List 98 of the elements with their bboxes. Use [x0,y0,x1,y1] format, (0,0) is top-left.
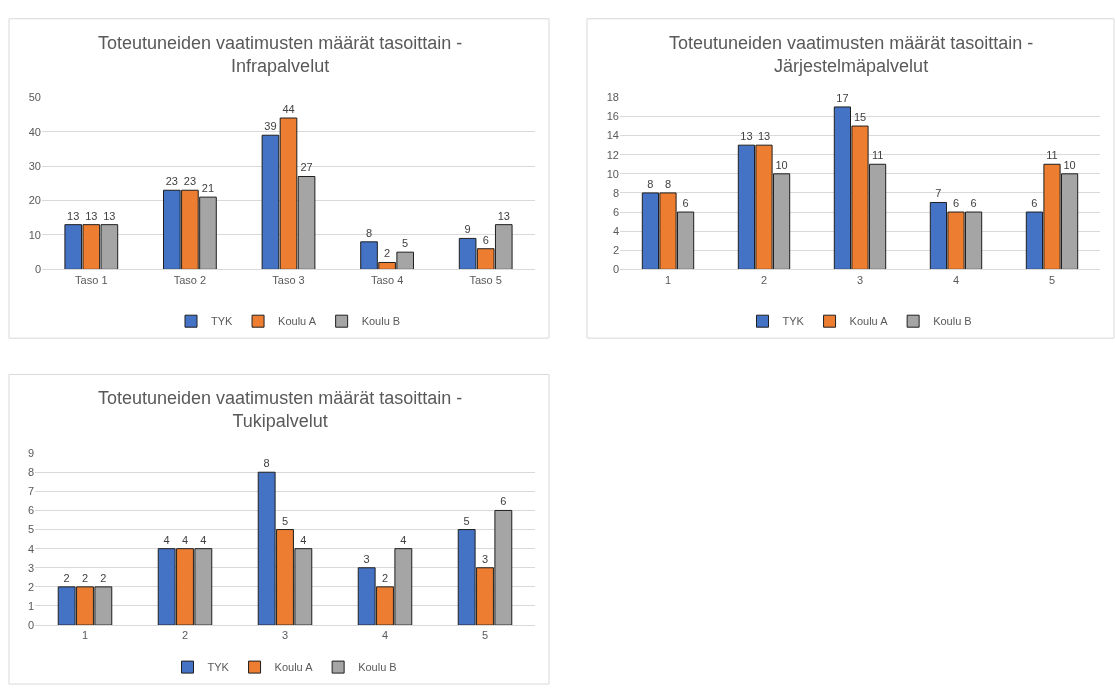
x-tick-label: 2 [181,629,189,642]
y-tick-label: 2 [612,244,619,257]
data-label: 8 [664,177,672,190]
data-label: 9 [464,223,471,236]
data-label: 3 [481,552,489,565]
y-tick-label: 8 [27,466,34,479]
data-label: 4 [400,533,407,546]
data-label: 27 [300,161,313,174]
y-tick-label: 30 [28,160,41,173]
x-tick-label: Taso 1 [75,273,108,286]
legend-label: TYK [211,315,234,328]
y-tick-label: 10 [606,167,619,180]
y-tick-label: 4 [612,224,619,237]
y-tick-label: 10 [28,228,41,241]
data-label: 15 [853,111,867,124]
data-label: 23 [165,175,178,188]
x-tick-label: 3 [856,273,864,286]
x-tick-label: 1 [81,629,89,642]
x-tick-label: Taso 5 [469,273,502,286]
data-label: 6 [952,197,960,210]
data-label: 6 [1031,197,1038,210]
data-label: 11 [871,149,884,162]
data-label: 17 [836,91,849,104]
data-label: 6 [970,197,977,210]
x-tick-label: Taso 2 [173,273,207,286]
data-label: 13 [757,130,771,143]
y-tick-label: 50 [28,91,41,104]
data-label: 4 [300,533,307,546]
y-tick-label: 20 [28,194,41,207]
data-label: 13 [85,209,98,222]
data-label: 2 [81,571,89,584]
x-tick-label: 1 [664,273,672,286]
y-tick-label: 40 [28,125,41,138]
data-label: 5 [281,514,289,527]
y-tick-label: 18 [606,91,619,104]
x-tick-label: 5 [1048,273,1056,286]
data-label: 5 [402,237,409,250]
data-label: 13 [67,209,80,222]
y-tick-label: 7 [27,485,34,498]
y-tick-label: 5 [27,523,34,536]
legend-label: Koulu B [358,661,397,674]
legend-label: Koulu B [361,315,401,328]
data-label: 6 [482,233,489,246]
data-label: 44 [282,103,295,116]
data-label: 23 [183,175,197,188]
data-label: 4 [181,533,189,546]
y-tick-label: 0 [612,263,619,276]
x-tick-label: 4 [952,273,960,286]
legend-label: Koulu A [849,315,889,328]
chart-title: Toteutuneiden vaatimusten määrät tasoittain - Järjestelmäpalvelut [669,33,1034,77]
legend-label: TYK [782,315,805,328]
x-tick-label: 4 [381,629,389,642]
data-label: 3 [363,552,370,565]
y-tick-label: 6 [27,504,34,517]
data-label: 8 [365,226,373,239]
data-label: 13 [740,130,753,143]
legend-label: Koulu B [933,315,972,328]
data-label: 2 [381,571,389,584]
y-tick-label: 2 [27,580,34,593]
data-label: 2 [384,247,391,260]
x-tick-label: Taso 4 [370,273,404,286]
y-tick-label: 16 [606,110,619,123]
data-label: 11 [1046,149,1058,162]
legend-label: TYK [207,661,230,674]
data-label: 5 [463,514,470,527]
data-label: 10 [775,158,788,171]
y-tick-label: 8 [612,186,619,199]
data-label: 6 [500,495,507,508]
data-label: 13 [497,209,510,222]
y-tick-label: 3 [27,561,34,574]
y-tick-label: 0 [34,263,41,276]
x-tick-label: 2 [760,273,768,286]
data-label: 6 [682,197,689,210]
legend-label: Koulu A [274,661,314,674]
legend-label: Koulu A [278,315,317,328]
y-tick-label: 14 [606,129,619,142]
y-tick-label: 4 [27,542,34,555]
data-label: 4 [200,533,207,546]
data-label: 2 [100,571,107,584]
data-label: 13 [103,209,116,222]
chart-title: Toteutuneiden vaatimusten määrät tasoittain - Infrapalvelut [98,33,463,77]
data-label: 8 [647,177,654,190]
x-tick-label: Taso 3 [272,273,305,286]
y-tick-label: 0 [27,618,34,631]
chart-title: Toteutuneiden vaatimusten määrät tasoittain - Tukipalvelut [98,388,463,432]
data-label: 10 [1063,158,1076,171]
x-tick-label: 5 [481,629,489,642]
y-tick-label: 1 [27,599,34,612]
data-label: 2 [63,571,70,584]
y-tick-label: 9 [27,446,34,459]
data-label: 39 [264,120,277,133]
y-tick-label: 6 [612,205,619,218]
data-label: 7 [935,187,942,200]
x-tick-label: 3 [281,629,289,642]
data-label: 4 [163,533,170,546]
y-tick-label: 12 [606,148,619,161]
data-label: 8 [263,457,270,470]
data-label: 21 [201,182,215,195]
